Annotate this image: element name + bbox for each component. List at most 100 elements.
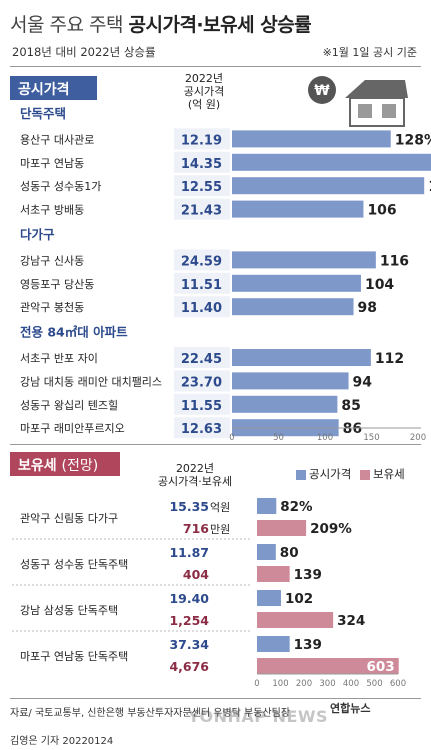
- x-tick-label: 50: [273, 433, 284, 443]
- price-2022: 15.35: [169, 499, 209, 514]
- x-tick-label: 600: [390, 679, 406, 689]
- growth-bar: [232, 130, 391, 148]
- tax-2022: 4,676: [169, 659, 209, 674]
- tax-2022: 1,254: [169, 613, 209, 628]
- row-label: 강남 대치동 래미안 대치팰리스: [20, 375, 162, 388]
- section1-col-head-3: (억 원): [187, 98, 221, 111]
- row-label: 성동구 왕십리 텐즈힐: [20, 399, 118, 412]
- legend-price-swatch: [296, 470, 306, 480]
- legend-tax-swatch: [360, 470, 370, 480]
- value-cell: [174, 249, 230, 271]
- value-cell: [174, 198, 230, 220]
- growth-bar: [232, 349, 371, 366]
- section1-badge: 공시가격: [10, 76, 97, 100]
- row-label: 강남구 신사동: [20, 254, 84, 267]
- source-note: 자료/ 국토교통부, 신한은행 부동산투자자문센터 우병탁 부동산팀장: [10, 708, 291, 719]
- value-cell: [174, 393, 230, 415]
- x-tick-label: 300: [319, 679, 335, 689]
- section2-badge-sub: (전망): [61, 458, 99, 474]
- growth-bar: [232, 395, 338, 413]
- value-cell: [174, 175, 230, 197]
- row-label: 용산구 대사관로: [20, 133, 94, 146]
- value-cell: [174, 370, 230, 392]
- section2-col-head-1: 2022년: [175, 462, 215, 475]
- x-tick-label: 0: [254, 679, 259, 689]
- tax-2022: 716: [183, 521, 209, 536]
- price-growth-label: 102: [285, 591, 313, 607]
- value-2022: 24.59: [181, 254, 222, 269]
- x-tick-label: 200: [296, 679, 312, 689]
- growth-label: 112: [375, 351, 404, 367]
- row-label: 서초구 방배동: [20, 204, 84, 217]
- price-growth-label: 80: [280, 545, 299, 561]
- price-growth-bar: [257, 590, 281, 606]
- tax-growth-bar: [257, 566, 290, 582]
- value-2022: 11.51: [181, 278, 222, 293]
- section1-column-header: 2022년 공시가격 (억 원): [174, 72, 234, 111]
- row-label: 마포구 래미안푸르지오: [20, 422, 125, 435]
- tax-2022: 404: [183, 567, 209, 582]
- title-part1: 서울 주요 주택: [10, 14, 123, 36]
- value-2022: 12.55: [181, 180, 222, 195]
- growth-label: 85: [341, 398, 360, 414]
- value-2022: 14.35: [181, 157, 222, 172]
- tax-growth-label: 139: [294, 567, 322, 583]
- price-growth-label: 139: [294, 637, 322, 653]
- section1-col-head-1: 2022년: [184, 72, 224, 85]
- subtitle: 2018년 대비 2022년 상승률: [12, 45, 156, 59]
- x-tick-label: 100: [317, 433, 333, 443]
- x-tick-label: 0: [229, 433, 234, 443]
- group-label: 전용 84㎡대 아파트: [20, 325, 128, 340]
- house-icon: ₩: [308, 76, 408, 127]
- price-2022: 37.34: [169, 637, 209, 652]
- value-2022: 21.43: [181, 204, 222, 219]
- growth-bar: [232, 153, 431, 171]
- header-divider: [10, 66, 421, 67]
- x-tick-label: 150: [363, 433, 379, 443]
- price-2022: 19.40: [169, 591, 209, 606]
- growth-label: 98: [358, 300, 377, 316]
- x-tick-label: 200: [410, 433, 426, 443]
- x-tick-label: 400: [343, 679, 359, 689]
- growth-bar: [232, 251, 376, 269]
- growth-bar: [232, 372, 349, 390]
- byline: 김영은 기자 20220124: [10, 736, 114, 747]
- title-part2: 공시가격·보유세 상승률: [128, 14, 312, 36]
- row-label: 성동구 성수동1가: [20, 180, 101, 193]
- growth-label: 128%: [395, 132, 431, 148]
- section2-badge: 보유세 (전망): [10, 452, 120, 476]
- value-2022: 11.40: [181, 301, 222, 316]
- section2-column-header: 2022년 공시가격·보유세: [140, 462, 250, 488]
- value-2022: 12.63: [181, 422, 222, 437]
- row-label: 영등포구 당산동: [20, 278, 94, 291]
- growth-label: 94: [353, 374, 373, 390]
- row-label: 마포구 연남동: [20, 157, 84, 170]
- value-cell: [174, 417, 230, 439]
- unit-man: 만원: [210, 523, 230, 536]
- row-label: 관악구 봉천동: [20, 300, 84, 314]
- note: ※1월 1일 공시 기준: [322, 46, 417, 59]
- section2-badge-main: 보유세: [18, 458, 57, 474]
- value-2022: 12.19: [181, 133, 222, 148]
- tax-growth-chart: 관악구 신림동 다가구 15.35 억원 82% 716 만원 209% 성동구 성수동 단독…: [12, 498, 406, 689]
- value-2022: 22.45: [181, 352, 222, 367]
- tax-growth-bar: [257, 612, 334, 628]
- value-cell: [174, 347, 230, 368]
- x-tick-label: 500: [366, 679, 382, 689]
- tax-growth-bar: [257, 658, 399, 674]
- price-growth-bar: [257, 636, 290, 652]
- value-2022: 11.55: [181, 399, 222, 414]
- value-2022: 23.70: [181, 375, 222, 390]
- value-cell: [174, 128, 230, 150]
- unit-eok: 억원: [210, 501, 230, 514]
- tax-growth-bar: [257, 520, 307, 536]
- legend-price-label: 공시가격: [309, 467, 352, 481]
- growth-label: 86: [343, 421, 362, 437]
- group-label: 다가구: [20, 227, 55, 242]
- item-label: 성동구 성수동 단독주택: [20, 558, 128, 571]
- growth-bar: [232, 200, 364, 218]
- row-label: 서초구 반포 자이: [20, 352, 98, 365]
- item-label: 마포구 연남동 단독주택: [20, 650, 128, 663]
- price-growth-label: 82%: [280, 499, 313, 515]
